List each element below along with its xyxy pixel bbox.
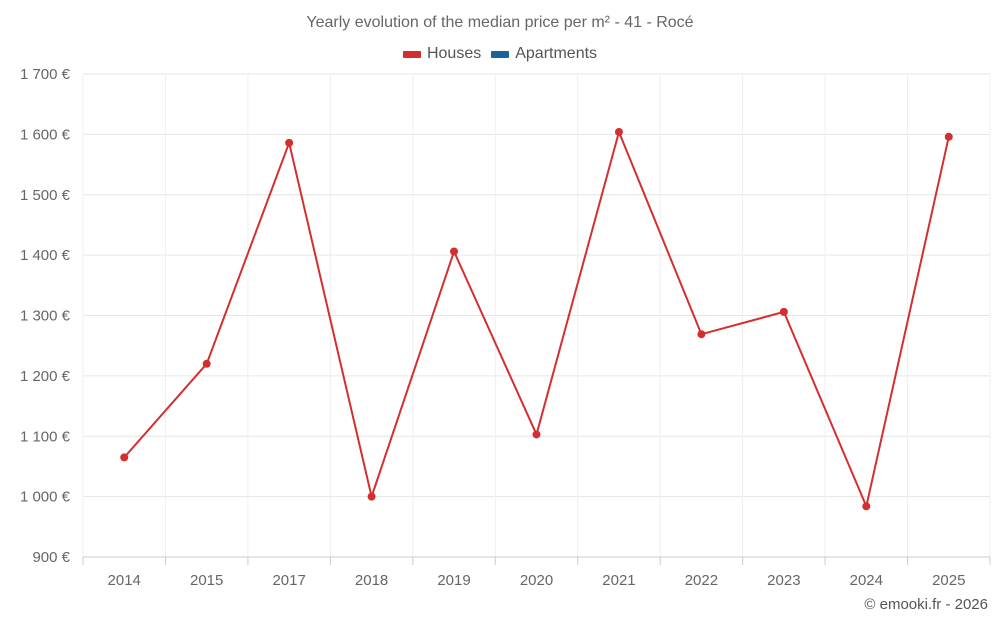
axes: 900 € 1 000 € 1 100 € 1 200 € 1 300 € 1 400 €… — [20, 66, 991, 589]
y-tick-label: 900 € — [32, 549, 70, 566]
x-tick-label: 2023 — [767, 572, 800, 589]
series-houses — [120, 127, 953, 511]
x-tick-label: 2019 — [437, 572, 470, 589]
grid — [82, 73, 991, 558]
data-point-houses[interactable] — [697, 330, 706, 339]
x-tick-label: 2024 — [850, 572, 883, 589]
x-tick-label: 2018 — [355, 572, 388, 589]
y-tick-label: 1 100 € — [20, 428, 71, 445]
data-point-houses[interactable] — [614, 127, 623, 136]
legend: Houses Apartments — [0, 45, 1000, 63]
x-tick-label: 2021 — [602, 572, 635, 589]
legend-item-houses[interactable]: Houses — [402, 45, 482, 63]
x-tick-label: 2017 — [272, 572, 305, 589]
y-tick-label: 1 000 € — [20, 489, 71, 506]
legend-label-apartments: Apartments — [515, 45, 598, 62]
data-point-houses[interactable] — [532, 430, 541, 439]
data-point-houses[interactable] — [367, 492, 376, 501]
data-point-houses[interactable] — [779, 307, 788, 316]
legend-swatch-apartments — [491, 50, 510, 58]
y-tick-label: 1 200 € — [20, 368, 71, 385]
y-tick-label: 1 600 € — [20, 126, 71, 143]
legend-swatch-houses — [402, 50, 421, 58]
x-tick-label: 2014 — [108, 572, 141, 589]
y-tick-label: 1 300 € — [20, 308, 71, 325]
legend-item-apartments[interactable]: Apartments — [491, 45, 597, 63]
data-point-houses[interactable] — [285, 138, 294, 147]
data-point-houses[interactable] — [450, 247, 459, 256]
y-tick-label: 1 400 € — [20, 247, 71, 264]
y-tick-label: 1 500 € — [20, 187, 71, 204]
data-point-houses[interactable] — [944, 132, 953, 141]
legend-label-houses: Houses — [426, 45, 482, 62]
x-tick-label: 2020 — [520, 572, 553, 589]
data-point-houses[interactable] — [202, 359, 211, 368]
x-tick-label: 2025 — [932, 572, 965, 589]
x-tick-label: 2015 — [190, 572, 223, 589]
credits-text[interactable]: © emooki.fr - 2026 — [864, 596, 988, 613]
data-point-houses[interactable] — [862, 502, 871, 511]
data-point-houses[interactable] — [120, 453, 129, 462]
y-tick-label: 1 700 € — [20, 66, 71, 83]
chart-title: Yearly evolution of the median price per… — [306, 14, 694, 31]
x-tick-label: 2022 — [685, 572, 718, 589]
